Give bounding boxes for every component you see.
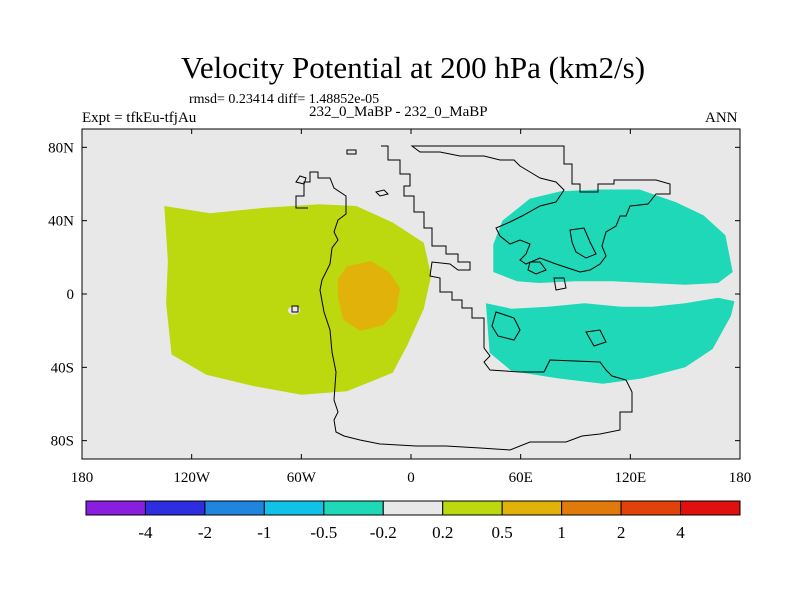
y-tick-label: 40S [51,360,74,376]
colorbar-level-label: 0.2 [432,523,453,542]
contour-regions [164,189,735,395]
experiment-label: Expt = tfkEu-tfjAu [82,110,197,126]
coastline-path-0 [295,145,633,451]
x-tick-label: 180 [729,470,752,486]
y-tick-label: 0 [67,287,75,303]
x-tick-label: 120E [614,470,646,486]
season-label: ANN [705,110,738,126]
colorbar-swatch [204,500,265,516]
positive-western-region [164,204,432,395]
colorbar-swatch [501,500,563,516]
axis-ticks: 180 120W 60W 0 60E 120E 180 80N 40N 0 40S 80S [48,129,751,486]
x-tick-label: 120W [173,470,211,486]
colorbar-swatch [85,500,146,516]
colorbar-level-label: 4 [676,523,685,542]
colorbar-level-label: -2 [198,523,212,542]
colorbar-swatch [144,500,206,516]
colorbar-swatch [382,500,444,516]
stats-label: rmsd= 0.23414 diff= 1.48852e-05 [189,92,380,107]
colorbar-swatch [263,500,325,516]
colorbar: -4 -2 -1 -0.5 -0.2 0.2 0.5 1 2 4 [85,500,741,542]
x-tick-label: 0 [407,470,415,486]
coastline-path-10 [569,227,597,259]
positive-western-core [337,261,400,331]
coastline-path-5 [291,305,299,313]
negative-eastern-south-region [485,297,735,384]
colorbar-swatch [323,500,384,516]
coastline-path-2 [295,175,307,185]
coastline-path-8 [491,311,521,341]
negative-eastern-north-region [493,189,733,285]
colorbar-swatch [561,500,622,516]
y-tick-label: 40N [48,214,74,230]
colorbar-level-label: -4 [138,523,153,542]
x-tick-label: 60E [509,470,533,486]
x-tick-label: 180 [71,470,94,486]
coastline-path-9 [585,329,607,347]
y-tick-label: 80N [48,140,74,156]
coastline-path-3 [346,149,357,155]
colorbar-level-label: -0.5 [310,523,337,542]
y-tick-label: 80S [51,434,74,450]
colorbar-swatch [620,500,682,516]
contour-hole-1 [622,289,639,302]
colorbar-level-label: 1 [557,523,566,542]
colorbar-swatch [442,500,503,516]
coastlines [291,145,671,451]
chart-title: Velocity Potential at 200 hPa (km2/s) [180,50,646,85]
colorbar-swatch [680,500,741,516]
coastline-path-6 [527,261,547,275]
colorbar-level-label: 0.5 [492,523,513,542]
coastline-path-7 [553,277,567,291]
colorbar-level-label: -1 [257,523,271,542]
coastline-path-1 [410,145,671,273]
colorbar-level-label: -0.2 [370,523,397,542]
x-tick-label: 60W [287,470,317,486]
difference-label: 232_0_MaBP - 232_0_MaBP [309,104,488,120]
colorbar-level-label: 2 [617,523,626,542]
coastline-path-4 [375,189,389,197]
